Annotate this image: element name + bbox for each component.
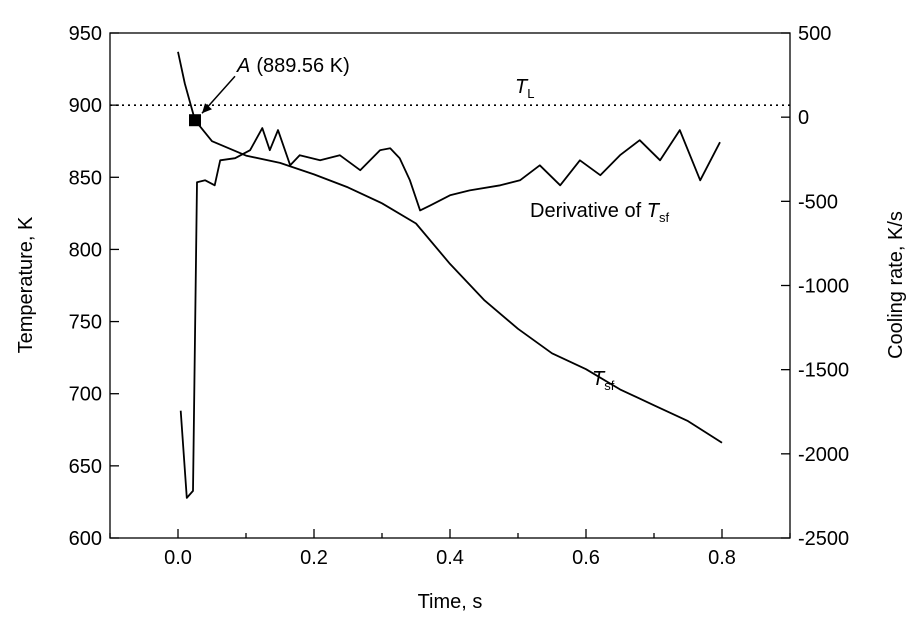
- x-tick-label: 0.0: [164, 547, 192, 569]
- x-tick-label: 0.4: [436, 547, 464, 569]
- y2-tick-label: 500: [798, 23, 831, 45]
- series-label-main: T: [592, 368, 606, 390]
- series-label-italic: T: [647, 200, 661, 222]
- y2-axis-label: Cooling rate, K/s: [885, 211, 907, 359]
- point-label: A (889.56 K): [236, 55, 350, 77]
- point-marker: [189, 114, 201, 127]
- series-label: Tsf: [592, 368, 615, 393]
- y-tick-label: 800: [69, 239, 102, 261]
- y-tick-label: 600: [69, 528, 102, 550]
- liquidus-label: TL: [515, 76, 534, 101]
- series-label-sub: sf: [604, 378, 615, 393]
- y-tick-label: 950: [69, 23, 102, 45]
- series-label-main: Derivative of: [530, 200, 647, 222]
- y2-tick-label: -2000: [798, 444, 849, 466]
- x-tick-label: 0.6: [572, 547, 600, 569]
- series-line: [179, 127, 721, 499]
- point-label-main: A: [236, 55, 250, 77]
- y2-tick-label: -1000: [798, 276, 849, 298]
- liquidus-label-main: T: [515, 76, 529, 98]
- point-label-value: (889.56 K): [256, 55, 349, 77]
- y2-tick-label: -1500: [798, 360, 849, 382]
- y-axis-label: Temperature, K: [15, 216, 37, 353]
- series-line: [177, 51, 723, 444]
- y2-tick-label: -2500: [798, 528, 849, 550]
- y-tick-label: 900: [69, 95, 102, 117]
- y-tick-label: 700: [69, 384, 102, 406]
- x-tick-label: 0.8: [708, 547, 736, 569]
- y2-tick-label: 0: [798, 107, 809, 129]
- y-tick-label: 750: [69, 312, 102, 334]
- series-label: Derivative of Tsf: [530, 200, 669, 225]
- y2-tick-label: -500: [798, 191, 838, 213]
- y-tick-label: 850: [69, 167, 102, 189]
- annotation-arrowhead: [202, 103, 212, 114]
- y-tick-label: 650: [69, 456, 102, 478]
- x-axis-label: Time, s: [418, 591, 483, 613]
- x-tick-label: 0.2: [300, 547, 328, 569]
- plot-frame: [109, 32, 791, 539]
- series-label-sub: sf: [659, 210, 670, 225]
- liquidus-label-sub: L: [527, 86, 534, 101]
